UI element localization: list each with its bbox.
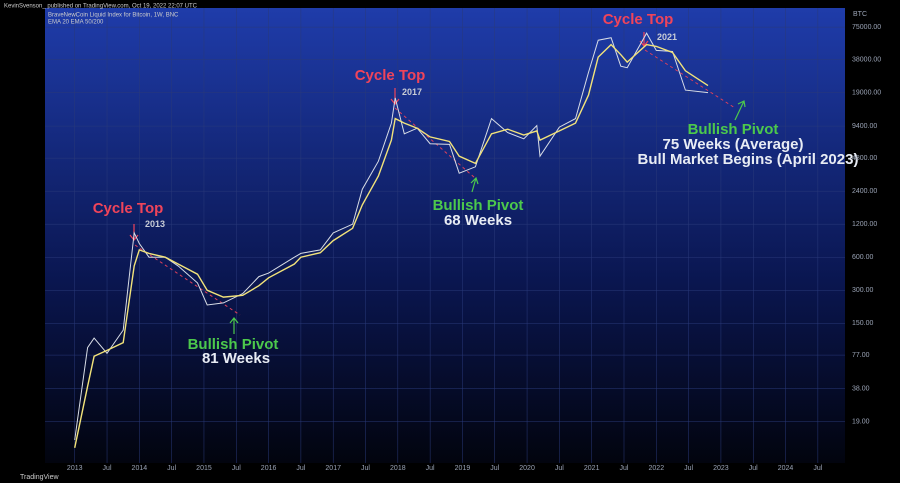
cycle-top: Cycle Top xyxy=(93,200,164,217)
pivot-weeks: 68 Weeks xyxy=(444,212,512,229)
y-tick-label: 9400.00 xyxy=(852,123,877,130)
cycle-year: 2021 xyxy=(657,32,677,42)
cycle-top: Cycle Top xyxy=(355,67,426,84)
x-tick-label: Jul xyxy=(684,465,693,472)
plot-area xyxy=(45,8,845,463)
y-tick-label: 600.00 xyxy=(852,254,874,261)
cycle-year: 2013 xyxy=(145,219,165,229)
y-tick-label: 2400.00 xyxy=(852,188,877,195)
pivot-label: Bullish Pivot xyxy=(688,121,779,138)
x-tick-label: Jul xyxy=(296,465,305,472)
y-tick-label: 38.00 xyxy=(852,386,870,393)
publisher: KevinSvenson_ published on TradingView.c… xyxy=(4,4,198,10)
x-tick-label: 2018 xyxy=(390,465,406,472)
y-tick-label: 150.00 xyxy=(852,320,874,327)
x-tick-label: Jul xyxy=(361,465,370,472)
x-tick-label: Jul xyxy=(749,465,758,472)
x-tick-label: 2014 xyxy=(132,465,148,472)
pivot-weeks: 81 Weeks xyxy=(202,350,270,367)
pivot-weeks: 75 Weeks (Average) xyxy=(663,136,804,153)
x-tick-label: Jul xyxy=(232,465,241,472)
x-tick-label: 2020 xyxy=(519,465,535,472)
x-tick-label: Jul xyxy=(555,465,564,472)
y-tick-label: 1200.00 xyxy=(852,221,877,228)
pivot-label: Bullish Pivot xyxy=(433,197,524,214)
y-tick-label: 38000.00 xyxy=(852,56,881,63)
pivot-note: Bull Market Begins (April 2023) xyxy=(638,151,859,168)
y-tick-label: 4800.00 xyxy=(852,155,877,162)
x-tick-label: 2016 xyxy=(261,465,277,472)
cycle-year: 2017 xyxy=(402,87,422,97)
y-tick-label: 19000.00 xyxy=(852,89,881,96)
cycle-top: Cycle Top xyxy=(603,11,674,28)
x-tick-label: Jul xyxy=(167,465,176,472)
indicators: EMA 20 EMA 50/200 xyxy=(48,20,104,26)
x-tick-label: 2015 xyxy=(196,465,212,472)
y-tick-label: 19.00 xyxy=(852,419,870,426)
y-tick-label: 77.00 xyxy=(852,352,870,359)
pivot-label: Bullish Pivot xyxy=(188,336,279,353)
x-tick-label: Jul xyxy=(813,465,822,472)
symbol: BraveNewCoin Liquid Index for Bitcoin, 1… xyxy=(48,13,179,19)
x-tick-label: 2023 xyxy=(713,465,729,472)
x-tick-label: 2024 xyxy=(778,465,794,472)
x-tick-label: Jul xyxy=(490,465,499,472)
x-tick-label: 2021 xyxy=(584,465,600,472)
x-tick-label: 2013 xyxy=(67,465,83,472)
x-tick-label: 2017 xyxy=(325,465,341,472)
x-tick-label: Jul xyxy=(426,465,435,472)
y-unit: BTC xyxy=(853,11,867,18)
footer: TradingView xyxy=(20,474,59,481)
y-tick-label: 300.00 xyxy=(852,287,874,294)
y-tick-label: 75000.00 xyxy=(852,24,881,31)
x-tick-label: 2019 xyxy=(455,465,471,472)
x-tick-label: Jul xyxy=(103,465,112,472)
price-line xyxy=(74,43,709,448)
x-tick-label: 2022 xyxy=(649,465,665,472)
x-tick-label: Jul xyxy=(620,465,629,472)
